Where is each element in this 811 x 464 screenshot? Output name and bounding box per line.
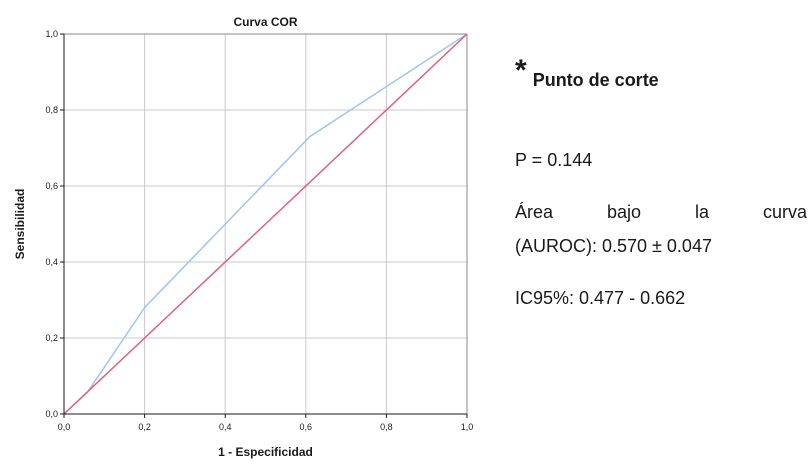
cutoff-heading-row: * Punto de corte (515, 56, 809, 112)
y-axis-label: Sensibilidad (13, 189, 27, 260)
y-tick-label: 0,8 (45, 105, 58, 115)
cutoff-annotation: * Punto de corte P = 0.144 Área bajo la … (515, 56, 809, 312)
cutoff-heading: Punto de corte (532, 70, 659, 90)
auroc-value-text: (AUROC): 0.570 ± 0.047 (515, 236, 712, 256)
roc-chart-panel: Curva COR 0,0 0,2 0,4 0,6 0,8 1,0 0,0 0,2 0,4 0,6… (13, 15, 473, 459)
x-tick-label: 0,4 (219, 422, 232, 432)
roc-chart: Curva COR 0,0 0,2 0,4 0,6 0,8 1,0 0,0 0,2 0,4 0,6… (13, 15, 473, 459)
grid-layer (64, 34, 467, 414)
chart-title: Curva COR (233, 15, 297, 29)
asterisk-mark: * (515, 54, 527, 87)
y-tick-label: 0,2 (45, 333, 58, 343)
x-tick-label: 1,0 (461, 422, 474, 432)
auroc-word: Área (515, 202, 554, 222)
reference-diagonal-line (63, 33, 468, 415)
tick-layer: 0,0 0,2 0,4 0,6 0,8 1,0 0,0 0,2 0,4 0,6 0,8 1,0 (45, 29, 473, 432)
auroc-word: curva (762, 202, 807, 222)
x-tick-label: 0,2 (138, 422, 151, 432)
x-tick-label: 0,6 (300, 422, 313, 432)
y-tick-label: 0,0 (45, 409, 58, 419)
auroc-word: bajo (607, 202, 642, 222)
y-tick-label: 0,6 (45, 181, 58, 191)
y-tick-label: 0,4 (45, 257, 58, 267)
auroc-word: la (695, 202, 710, 222)
y-tick-label: 1,0 (45, 29, 58, 39)
x-axis-label: 1 - Especificidad (218, 445, 313, 459)
x-tick-label: 0,8 (380, 422, 393, 432)
confidence-interval-text: IC95%: 0.477 - 0.662 (515, 288, 686, 308)
p-value-text: P = 0.144 (515, 150, 593, 170)
series-layer (63, 33, 468, 415)
auroc-label-line: Área bajo la curva (515, 202, 807, 226)
x-tick-label: 0,0 (58, 422, 71, 432)
